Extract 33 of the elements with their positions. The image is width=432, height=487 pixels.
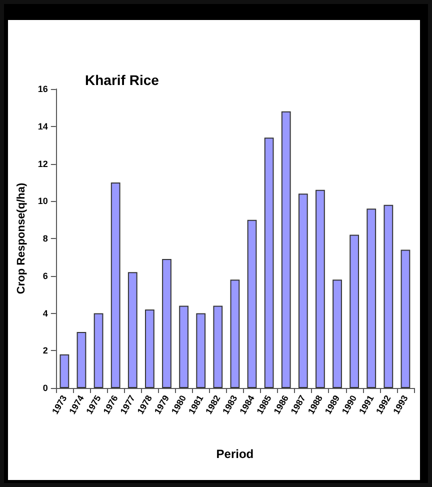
y-tick-label: 6 [42, 270, 48, 281]
y-tick-label: 14 [38, 121, 48, 132]
bar [213, 306, 223, 388]
bar [350, 234, 360, 388]
bar [196, 313, 206, 388]
bar [400, 250, 410, 388]
y-tick-label: 12 [38, 158, 48, 169]
bar [332, 280, 342, 388]
y-tick-label: 8 [42, 234, 48, 244]
y-tick-label: 0 [42, 383, 48, 393]
y-tick-label: 2 [42, 346, 48, 356]
bar [281, 111, 291, 388]
bar [264, 138, 274, 388]
bar [162, 259, 172, 388]
chart-title: Kharif Rice [85, 72, 160, 88]
bar [384, 204, 394, 388]
bar [230, 280, 240, 388]
y-tick-label: 4 [42, 308, 48, 318]
bar [145, 310, 154, 388]
x-axis-title: Period [216, 447, 254, 461]
bar [247, 220, 257, 388]
y-axis-title: Crop Response(q/ha) [16, 182, 28, 294]
bar [366, 208, 376, 388]
bar [60, 354, 70, 388]
y-tick-label: 10 [38, 196, 48, 206]
bar [316, 190, 325, 388]
bar [110, 182, 120, 388]
bar [298, 194, 308, 388]
bar [179, 306, 188, 388]
bar [128, 272, 138, 388]
bar [94, 313, 104, 388]
y-tick-label: 16 [38, 84, 48, 94]
bar [76, 332, 86, 388]
